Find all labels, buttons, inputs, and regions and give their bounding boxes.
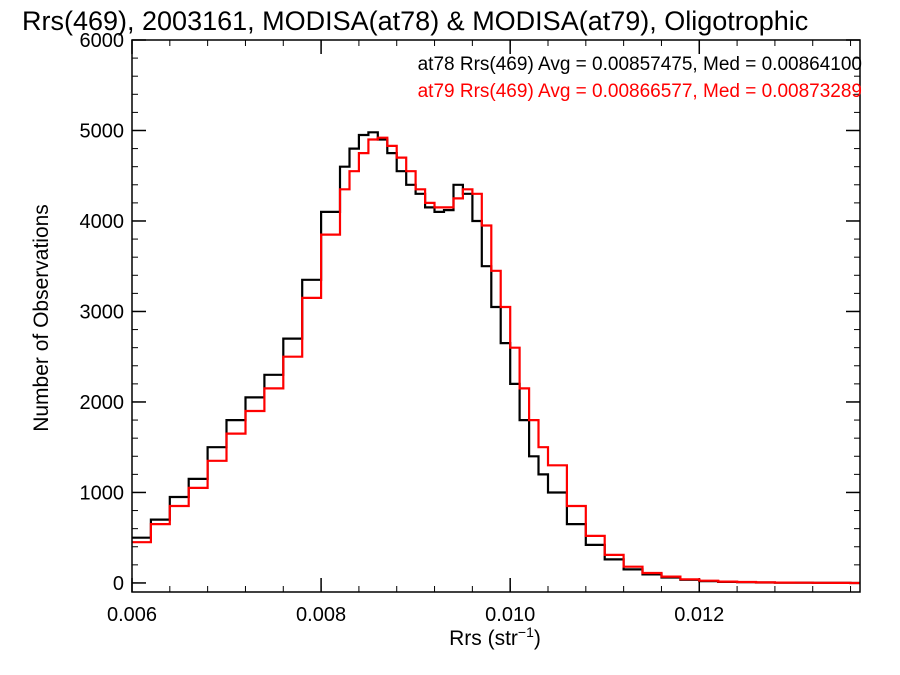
x-axis-label: Rrs (str−1) bbox=[449, 624, 541, 650]
y-tick-label: 3000 bbox=[80, 301, 125, 323]
x-axis-label-superscript: −1 bbox=[518, 624, 534, 640]
y-tick-label: 6000 bbox=[80, 30, 125, 52]
series-group bbox=[132, 131, 860, 585]
series-line-at79 bbox=[132, 136, 860, 585]
x-tick-label: 0.006 bbox=[107, 604, 157, 626]
y-axis-ticks: 0 1000 2000 3000 4000 5000 6000 bbox=[80, 30, 860, 595]
legend-entry-at78: at78 Rrs(469) Avg = 0.00857475, Med = 0.… bbox=[418, 54, 862, 75]
x-axis-ticks: 0.006 0.008 0.010 0.012 bbox=[107, 40, 852, 626]
legend-entry-at79: at79 Rrs(469) Avg = 0.00866577, Med = 0.… bbox=[418, 81, 862, 102]
y-axis-label: Number of Observations bbox=[30, 204, 53, 432]
y-tick-label: 0 bbox=[113, 573, 124, 595]
y-tick-label: 1000 bbox=[80, 482, 125, 504]
plot-frame bbox=[131, 39, 861, 593]
x-tick-label: 0.008 bbox=[296, 604, 346, 626]
series-line-at78 bbox=[132, 131, 860, 585]
y-tick-label: 5000 bbox=[80, 120, 125, 142]
x-tick-label: 0.010 bbox=[485, 604, 535, 626]
y-tick-label: 4000 bbox=[80, 211, 125, 233]
x-tick-label: 0.012 bbox=[674, 604, 724, 626]
x-axis-label-tail: ) bbox=[534, 627, 541, 650]
x-axis-label-base: Rrs (str bbox=[449, 627, 518, 650]
y-tick-label: 2000 bbox=[80, 392, 125, 414]
chart-title: Rrs(469), 2003161, MODISA(at78) & MODISA… bbox=[22, 6, 808, 36]
